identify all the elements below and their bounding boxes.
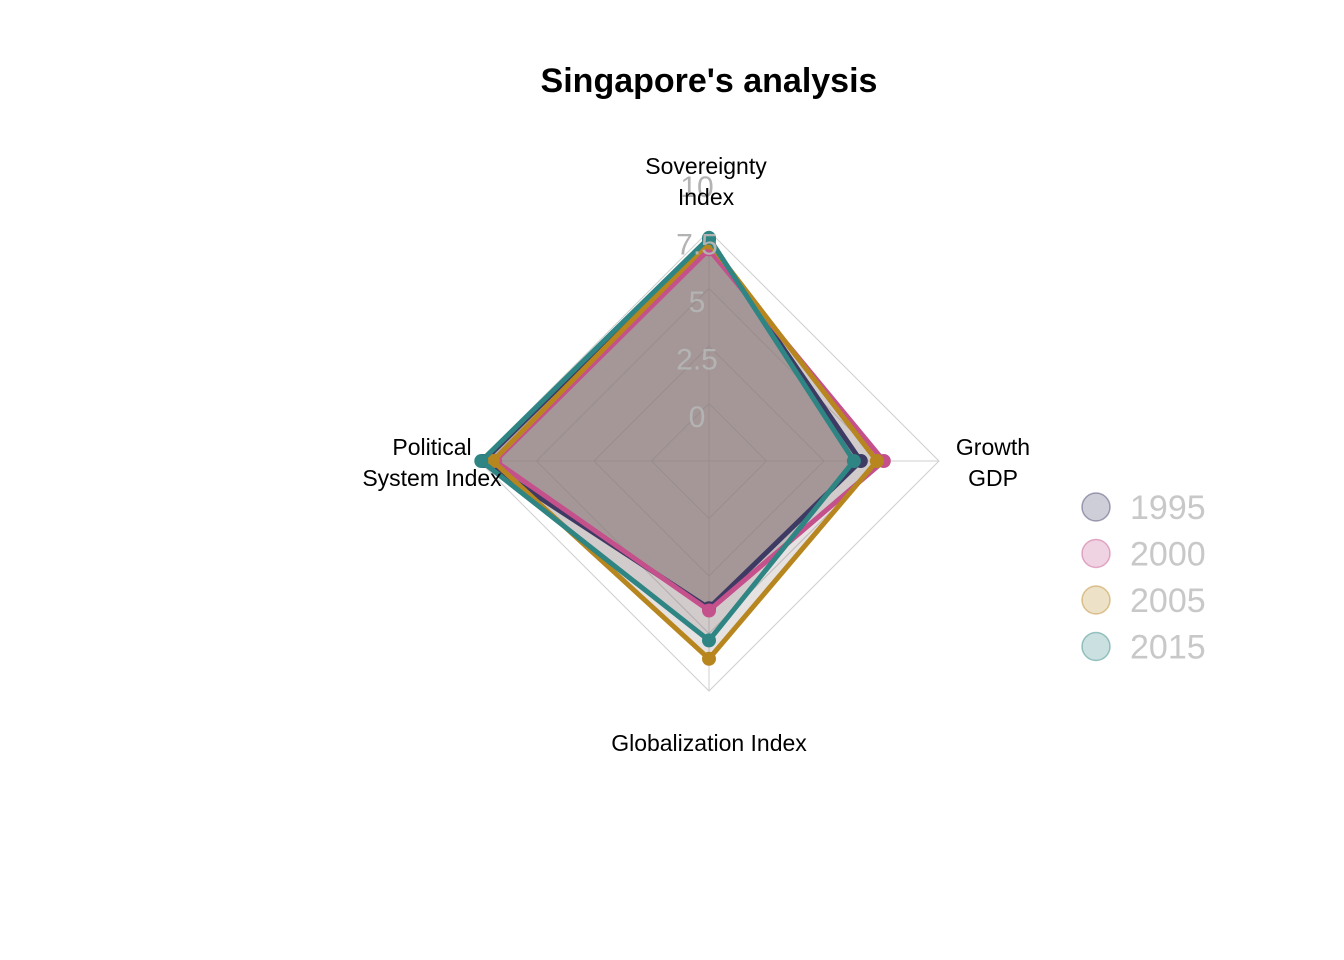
data-point-2015: [846, 454, 861, 468]
chart-title: Singapore's analysis: [541, 62, 878, 100]
series-fills: [481, 237, 884, 659]
tick-label: 7.5: [676, 229, 718, 262]
series-fill-2015: [481, 237, 854, 641]
series-fill-2000: [495, 249, 884, 611]
legend: 1995 2000 2005 2015: [1081, 489, 1206, 667]
data-point-2005: [702, 651, 716, 666]
legend-swatch-2000: [1081, 538, 1111, 569]
axis-label: Sovereignty Index: [645, 153, 767, 210]
data-point-2005: [869, 454, 884, 468]
axis-label: Growth GDP: [956, 434, 1030, 491]
legend-swatch-2015: [1081, 631, 1111, 662]
tick-label: 2.5: [676, 344, 718, 377]
legend-label-2005: 2005: [1130, 582, 1206, 620]
tick-labels: 0 2.5 5 7.5 10: [676, 171, 718, 434]
legend-swatch-2005: [1081, 585, 1111, 615]
axis-labels: Sovereignty Index Growth GDP Globalization I…: [362, 153, 1030, 756]
axis-label: Globalization Index: [611, 730, 807, 756]
data-point-2015: [702, 230, 716, 245]
axis-label: Political System Index: [362, 434, 502, 491]
data-point-2015: [702, 633, 716, 648]
data-point-2015: [474, 454, 489, 468]
tick-label: 0: [689, 401, 706, 434]
tick-label: 10: [680, 171, 713, 204]
legend-swatch-1995: [1081, 492, 1111, 522]
legend-label-1995: 1995: [1130, 489, 1206, 527]
legend-label-2000: 2000: [1130, 536, 1206, 574]
tick-label: 5: [689, 286, 706, 319]
series-lines: [474, 230, 891, 666]
data-point-2000: [702, 603, 716, 618]
legend-label-2015: 2015: [1130, 629, 1206, 667]
